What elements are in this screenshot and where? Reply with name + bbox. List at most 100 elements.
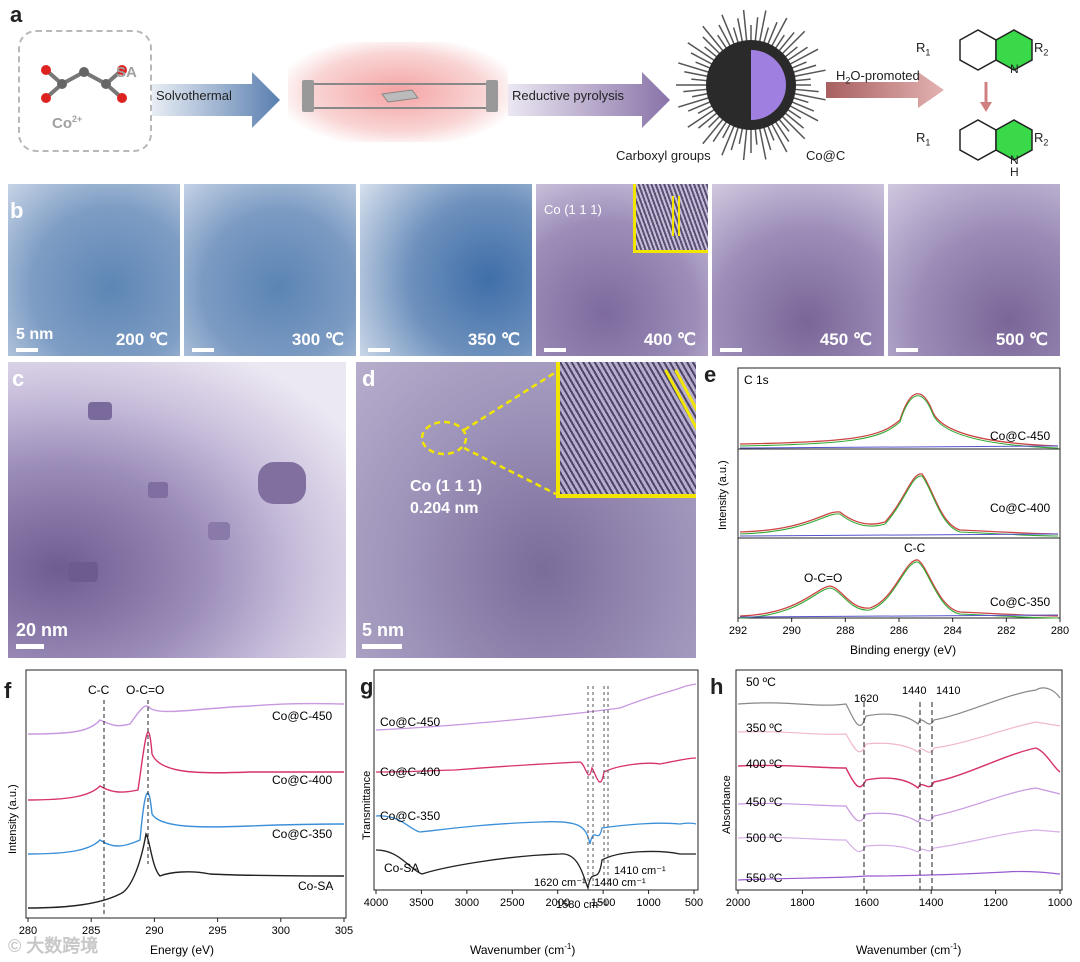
series-label: Co@C-450 [380, 715, 441, 729]
spike [742, 10, 748, 42]
peak-cc-label: C-C [904, 541, 926, 555]
inset-plane-label: Co (1 1 1) [544, 202, 602, 217]
spike [722, 123, 731, 139]
tetrahydroquinoline-icon [959, 119, 1033, 161]
panel-g-letter: g [360, 674, 374, 699]
temperature-label: 200 ℃ [115, 330, 168, 349]
spike [687, 101, 711, 112]
tick-label: 282 [997, 625, 1015, 637]
spike [789, 48, 819, 65]
x-ticks: 4000 3500 3000 2500 2000 1500 1000 500 [364, 890, 703, 909]
spike [687, 42, 715, 62]
x-ticks: 2000 1800 1600 1400 1200 1000 [726, 890, 1072, 909]
curve-50 [737, 687, 1061, 726]
nexafs-chart: C-C O-C=O Co@C-450 Co@C-400 Co@C-350 Co-… [7, 669, 353, 957]
tick-label: 290 [145, 925, 163, 937]
h2o-label: H2O-promoted [836, 68, 920, 86]
ftir-chart: Co@C-450 Co@C-400 Co@C-350 Co-SA 1620 cm… [361, 669, 703, 957]
spike [767, 125, 775, 141]
tem-image-500: 500 ℃ [888, 184, 1060, 356]
thq-r1: R1 [916, 130, 931, 148]
baseline [739, 533, 1059, 537]
panel-f: f C-C O-C=O Co@C-450 Co@C-400 Co@C-350 C… [0, 664, 360, 962]
sa-precursor-box: SA Co2+ [18, 30, 152, 152]
spike [702, 118, 724, 145]
zoom-lines-icon [420, 370, 557, 496]
y-axis-label: Absorbance [721, 775, 733, 834]
tick-label: 1000 [636, 897, 660, 909]
tem-image-350: 350 ℃ [360, 184, 532, 356]
quinoline-r1: R1 [916, 40, 931, 58]
particle [148, 482, 168, 498]
scale-bar [368, 348, 390, 352]
tick-label: 1200 [983, 897, 1007, 909]
spike [794, 78, 811, 82]
peak-label: 1410 [936, 685, 960, 697]
series-label: 350 ºC [746, 721, 783, 735]
fit-350 [739, 561, 1059, 619]
hrtem-inset [633, 184, 708, 253]
panel-e-letter: e [704, 362, 717, 387]
tick-label: 1000 [1048, 897, 1072, 909]
panel-c-tem: c 20 nm [8, 362, 346, 658]
spike [730, 126, 739, 151]
tick-label: 1500 [591, 897, 615, 909]
x-ticks: 280 285 290 295 300 305 [19, 918, 353, 937]
scale-bar [720, 348, 742, 352]
arrow-solvothermal-icon [152, 72, 280, 128]
temperature-label: 300 ℃ [291, 330, 344, 349]
spike [784, 112, 805, 129]
series-label: Co@C-400 [380, 765, 441, 779]
series-label: Co@C-450 [272, 709, 333, 723]
tem-image-450: 450 ℃ [712, 184, 884, 356]
spike [690, 52, 713, 65]
series-label: Co@C-400 [990, 501, 1051, 515]
series-label: 450 ºC [746, 795, 783, 809]
co-ion-label: Co2+ [52, 114, 83, 132]
scale-bar [16, 348, 38, 352]
peak-label: 1620 [854, 693, 878, 705]
panel-d-letter: d [362, 366, 376, 391]
spike [763, 27, 770, 44]
x-axis-label: Wavenumber (cm-1) [856, 942, 961, 957]
curve-450 [737, 787, 1061, 823]
panel-c-letter: c [12, 366, 25, 391]
carboxyl-label: Carboxyl groups [616, 148, 711, 163]
down-arrow-icon [980, 82, 992, 112]
tick-label: 290 [782, 625, 800, 637]
y-axis-label: Intensity (a.u.) [717, 460, 729, 530]
y-axis-label: Intensity (a.u.) [7, 784, 19, 854]
spike [712, 121, 728, 142]
thq-r2: R2 [1034, 130, 1049, 148]
scale-label: 5 nm [16, 326, 54, 343]
panel-f-letter: f [4, 678, 12, 703]
panel-h: h 1620 1440 1410 50 ºC 350 ºC 400 ºC 450… [706, 664, 1080, 962]
scale-bar [192, 348, 214, 352]
spike [691, 78, 708, 82]
spectrum-450 [739, 393, 1059, 447]
watermark-text: 大数跨境 [26, 936, 99, 956]
fit-450 [739, 395, 1059, 449]
curve-350 [737, 721, 1061, 753]
panel-h-letter: h [710, 674, 724, 699]
plot-frame [373, 669, 699, 891]
spike [792, 97, 809, 104]
tem-image-200: 5 nm 200 ℃ [8, 184, 180, 356]
series-label: Co-SA [298, 879, 333, 893]
spike [742, 128, 748, 160]
tick-label: 300 [272, 925, 290, 937]
spike [774, 121, 790, 142]
tick-label: 292 [729, 625, 747, 637]
spike [758, 10, 767, 42]
spike [678, 97, 710, 108]
c1s-title: C 1s [744, 373, 769, 387]
panel-a-letter: a [10, 2, 23, 27]
spike [771, 17, 788, 47]
spike [721, 125, 735, 156]
spike [683, 88, 708, 93]
spike [697, 105, 713, 114]
plot-frame [735, 669, 1063, 891]
tick-label: 2500 [500, 897, 524, 909]
tick-label: 1800 [790, 897, 814, 909]
spike [687, 108, 715, 128]
